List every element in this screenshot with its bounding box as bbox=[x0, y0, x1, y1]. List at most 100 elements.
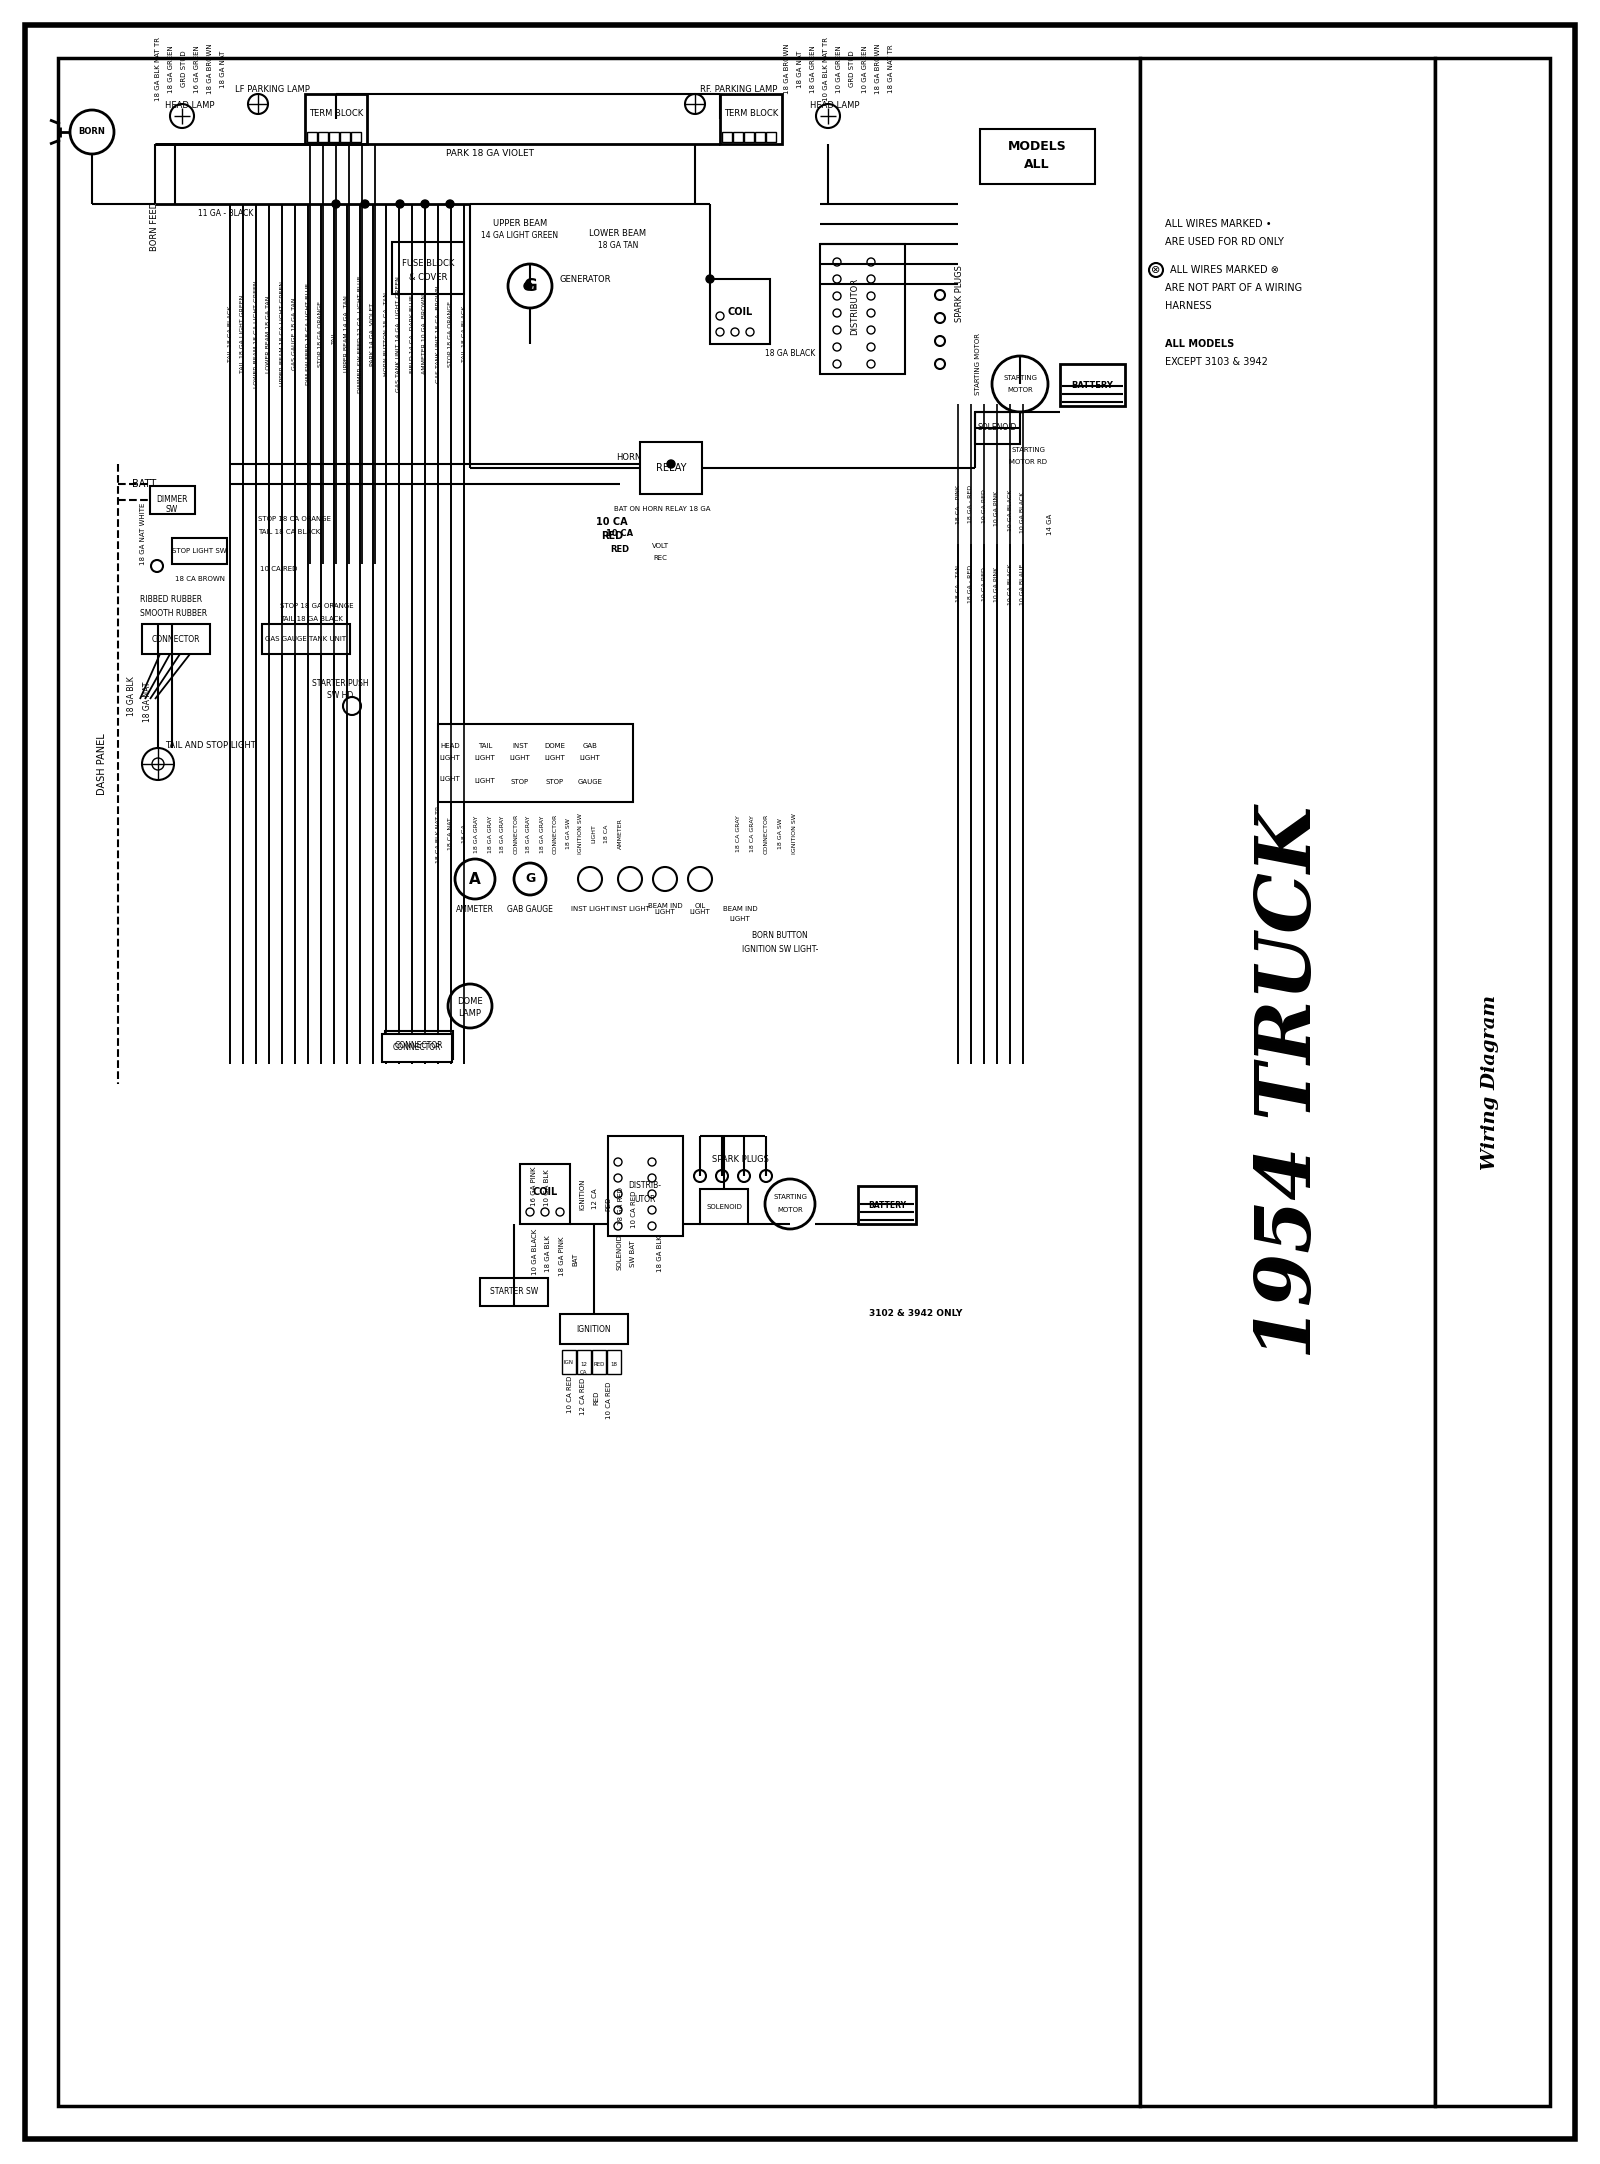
Text: IGNITION SW: IGNITION SW bbox=[792, 814, 797, 855]
Text: RED: RED bbox=[594, 1361, 605, 1365]
Circle shape bbox=[760, 1171, 771, 1182]
Bar bbox=[858, 1186, 915, 1225]
Text: 18 GA BLK: 18 GA BLK bbox=[546, 1236, 550, 1272]
Text: VOLT: VOLT bbox=[651, 543, 669, 550]
Text: OIL
LIGHT: OIL LIGHT bbox=[690, 902, 710, 915]
Text: 18 GA BROWN: 18 GA BROWN bbox=[206, 43, 213, 95]
Circle shape bbox=[614, 1223, 622, 1229]
Circle shape bbox=[688, 868, 712, 892]
Text: UPPER BEAM 14 GA. TAN: UPPER BEAM 14 GA. TAN bbox=[344, 296, 349, 372]
Text: CONNECTOR: CONNECTOR bbox=[395, 1041, 443, 1050]
Text: STOP 18 GA ORANGE: STOP 18 GA ORANGE bbox=[280, 604, 354, 608]
Circle shape bbox=[746, 329, 754, 335]
Circle shape bbox=[648, 1175, 656, 1182]
Text: 12 CA RED: 12 CA RED bbox=[579, 1376, 586, 1415]
Text: LAMP: LAMP bbox=[459, 1008, 482, 1019]
Text: TAIL 18 GA BLACK: TAIL 18 GA BLACK bbox=[461, 305, 467, 361]
Circle shape bbox=[448, 985, 493, 1028]
Circle shape bbox=[992, 357, 1048, 411]
Bar bbox=[720, 93, 782, 145]
Circle shape bbox=[514, 863, 546, 896]
Text: 18: 18 bbox=[611, 1361, 618, 1365]
Bar bbox=[1435, 58, 1550, 2106]
Text: LIGHT: LIGHT bbox=[730, 915, 750, 922]
Text: DIMMER SW FEED 12 GA. LIGHT BLUE: DIMMER SW FEED 12 GA. LIGHT BLUE bbox=[357, 275, 363, 392]
Circle shape bbox=[557, 1208, 563, 1216]
Text: 10 GA BLACK: 10 GA BLACK bbox=[1008, 563, 1013, 604]
Circle shape bbox=[70, 110, 114, 154]
Text: INST LIGHT: INST LIGHT bbox=[611, 907, 650, 911]
Text: GRD STUD: GRD STUD bbox=[850, 50, 854, 87]
Text: SW BAT: SW BAT bbox=[630, 1240, 637, 1268]
Text: 11 GA - BLACK: 11 GA - BLACK bbox=[198, 210, 253, 219]
Text: TAIL 18 GA BLACK: TAIL 18 GA BLACK bbox=[280, 617, 342, 621]
Text: INST LIGHT: INST LIGHT bbox=[571, 907, 610, 911]
Text: HEAD: HEAD bbox=[440, 742, 459, 749]
Text: 18 GA GREEN: 18 GA GREEN bbox=[168, 45, 174, 93]
Text: BATTERY: BATTERY bbox=[1070, 381, 1114, 390]
Text: ALL WIRES MARKED •: ALL WIRES MARKED • bbox=[1165, 219, 1272, 229]
Text: CONNECTOR: CONNECTOR bbox=[392, 1043, 442, 1052]
Text: IGN: IGN bbox=[563, 1359, 574, 1365]
Text: 12 CA: 12 CA bbox=[592, 1188, 598, 1210]
Bar bbox=[578, 1350, 590, 1374]
Bar bbox=[382, 1034, 453, 1063]
Text: STOP LIGHT SW: STOP LIGHT SW bbox=[171, 547, 226, 554]
Circle shape bbox=[648, 1205, 656, 1214]
Text: 10 GA BLK NAT TR: 10 GA BLK NAT TR bbox=[822, 37, 829, 102]
Text: 18 GA PINK: 18 GA PINK bbox=[558, 1236, 565, 1277]
Text: 3102 & 3942 ONLY: 3102 & 3942 ONLY bbox=[869, 1309, 963, 1318]
Bar bbox=[262, 623, 350, 654]
Circle shape bbox=[667, 461, 675, 467]
Bar bbox=[819, 245, 906, 374]
Circle shape bbox=[648, 1158, 656, 1166]
Circle shape bbox=[614, 1205, 622, 1214]
Text: 14 GA LIGHT GREEN: 14 GA LIGHT GREEN bbox=[482, 232, 558, 240]
Text: BATTERY: BATTERY bbox=[867, 1201, 906, 1210]
Text: LIGHT: LIGHT bbox=[510, 755, 530, 762]
Text: STOP 18 CA ORANGE: STOP 18 CA ORANGE bbox=[258, 515, 331, 522]
Text: STARTING MOTOR: STARTING MOTOR bbox=[974, 333, 981, 396]
Bar bbox=[1059, 364, 1125, 407]
Text: 18 GA BLK: 18 GA BLK bbox=[658, 1236, 662, 1272]
Bar bbox=[755, 132, 765, 143]
Text: LOWER BEAM: LOWER BEAM bbox=[589, 229, 646, 238]
Text: GAS GAUGE TANK UNIT: GAS GAUGE TANK UNIT bbox=[266, 636, 347, 643]
Circle shape bbox=[150, 560, 163, 571]
Bar bbox=[318, 132, 328, 143]
Text: 18 GA BROWN: 18 GA BROWN bbox=[784, 43, 790, 95]
Text: STARTING: STARTING bbox=[1003, 374, 1037, 381]
Bar bbox=[58, 58, 1139, 2106]
Text: ALL MODELS: ALL MODELS bbox=[1165, 340, 1234, 348]
Text: 18 GA BLACK: 18 GA BLACK bbox=[765, 351, 816, 359]
Text: 18 CA - PINK: 18 CA - PINK bbox=[955, 485, 960, 524]
Circle shape bbox=[421, 199, 429, 208]
Circle shape bbox=[765, 1179, 814, 1229]
Text: BEAM IND
LIGHT: BEAM IND LIGHT bbox=[648, 902, 682, 915]
Circle shape bbox=[152, 757, 165, 770]
Text: 10 GA BLK: 10 GA BLK bbox=[544, 1169, 550, 1205]
Text: RED: RED bbox=[594, 1391, 598, 1404]
Text: TAIL 18 GA LIGHT GREEN: TAIL 18 GA LIGHT GREEN bbox=[240, 294, 245, 372]
Text: 10 GA BLACK: 10 GA BLACK bbox=[1021, 491, 1026, 532]
Circle shape bbox=[170, 104, 194, 128]
Circle shape bbox=[142, 749, 174, 779]
Text: 18 GA: 18 GA bbox=[461, 824, 467, 844]
Text: 18 GA TAN: 18 GA TAN bbox=[598, 242, 638, 251]
Text: 18 GA NAT: 18 GA NAT bbox=[797, 50, 803, 89]
Text: 10 GA BLACK: 10 GA BLACK bbox=[1008, 489, 1013, 530]
Text: ⊗: ⊗ bbox=[1152, 264, 1160, 275]
Text: HEAD LAMP: HEAD LAMP bbox=[165, 102, 214, 110]
Bar bbox=[606, 1350, 621, 1374]
Text: DIM SW FEED 18 GA LIGHT BLUE: DIM SW FEED 18 GA LIGHT BLUE bbox=[306, 283, 310, 385]
Text: DISTRIBUTOR: DISTRIBUTOR bbox=[851, 277, 859, 335]
Text: 18 GA NAT: 18 GA NAT bbox=[142, 682, 152, 723]
Text: CONNECTOR: CONNECTOR bbox=[152, 634, 200, 643]
Text: RIBBED RUBBER: RIBBED RUBBER bbox=[141, 595, 202, 604]
Text: MOTOR: MOTOR bbox=[778, 1208, 803, 1214]
Text: 18 CA BROWN: 18 CA BROWN bbox=[174, 576, 226, 582]
Text: PARK 18 GA VIOLET: PARK 18 GA VIOLET bbox=[446, 149, 534, 158]
Text: LIGHT: LIGHT bbox=[579, 755, 600, 762]
Text: IGNITION: IGNITION bbox=[576, 1324, 611, 1333]
Text: SW HD: SW HD bbox=[326, 692, 354, 701]
